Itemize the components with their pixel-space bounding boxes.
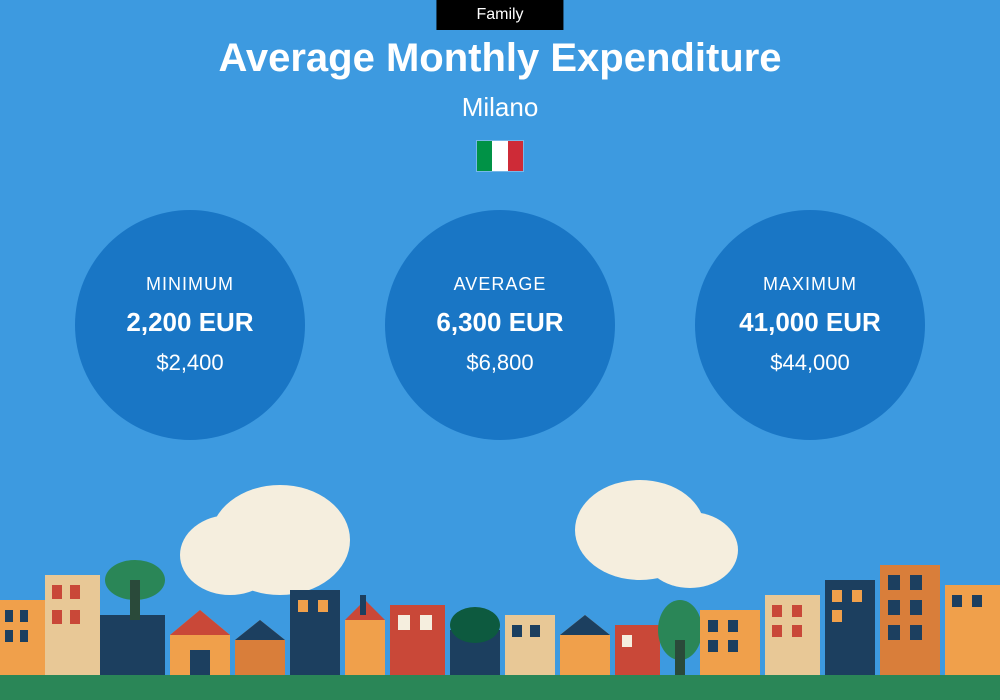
stat-label: AVERAGE (454, 274, 547, 295)
stat-primary-value: 6,300 EUR (436, 307, 563, 338)
stat-minimum: MINIMUM 2,200 EUR $2,400 (75, 210, 305, 440)
city-subtitle: Milano (0, 92, 1000, 123)
stat-secondary-value: $6,800 (466, 350, 533, 376)
stat-primary-value: 41,000 EUR (739, 307, 881, 338)
country-flag (476, 140, 524, 172)
category-tab: Family (436, 0, 563, 30)
stat-secondary-value: $2,400 (156, 350, 223, 376)
stat-secondary-value: $44,000 (770, 350, 850, 376)
stat-primary-value: 2,200 EUR (126, 307, 253, 338)
stats-container: MINIMUM 2,200 EUR $2,400 AVERAGE 6,300 E… (0, 210, 1000, 440)
page-title: Average Monthly Expenditure (0, 36, 1000, 81)
stat-label: MAXIMUM (763, 274, 857, 295)
stat-maximum: MAXIMUM 41,000 EUR $44,000 (695, 210, 925, 440)
cityscape-illustration (0, 480, 1000, 700)
stat-average: AVERAGE 6,300 EUR $6,800 (385, 210, 615, 440)
flag-stripe-white (492, 141, 507, 171)
stat-label: MINIMUM (146, 274, 234, 295)
flag-stripe-green (477, 141, 492, 171)
flag-stripe-red (508, 141, 523, 171)
